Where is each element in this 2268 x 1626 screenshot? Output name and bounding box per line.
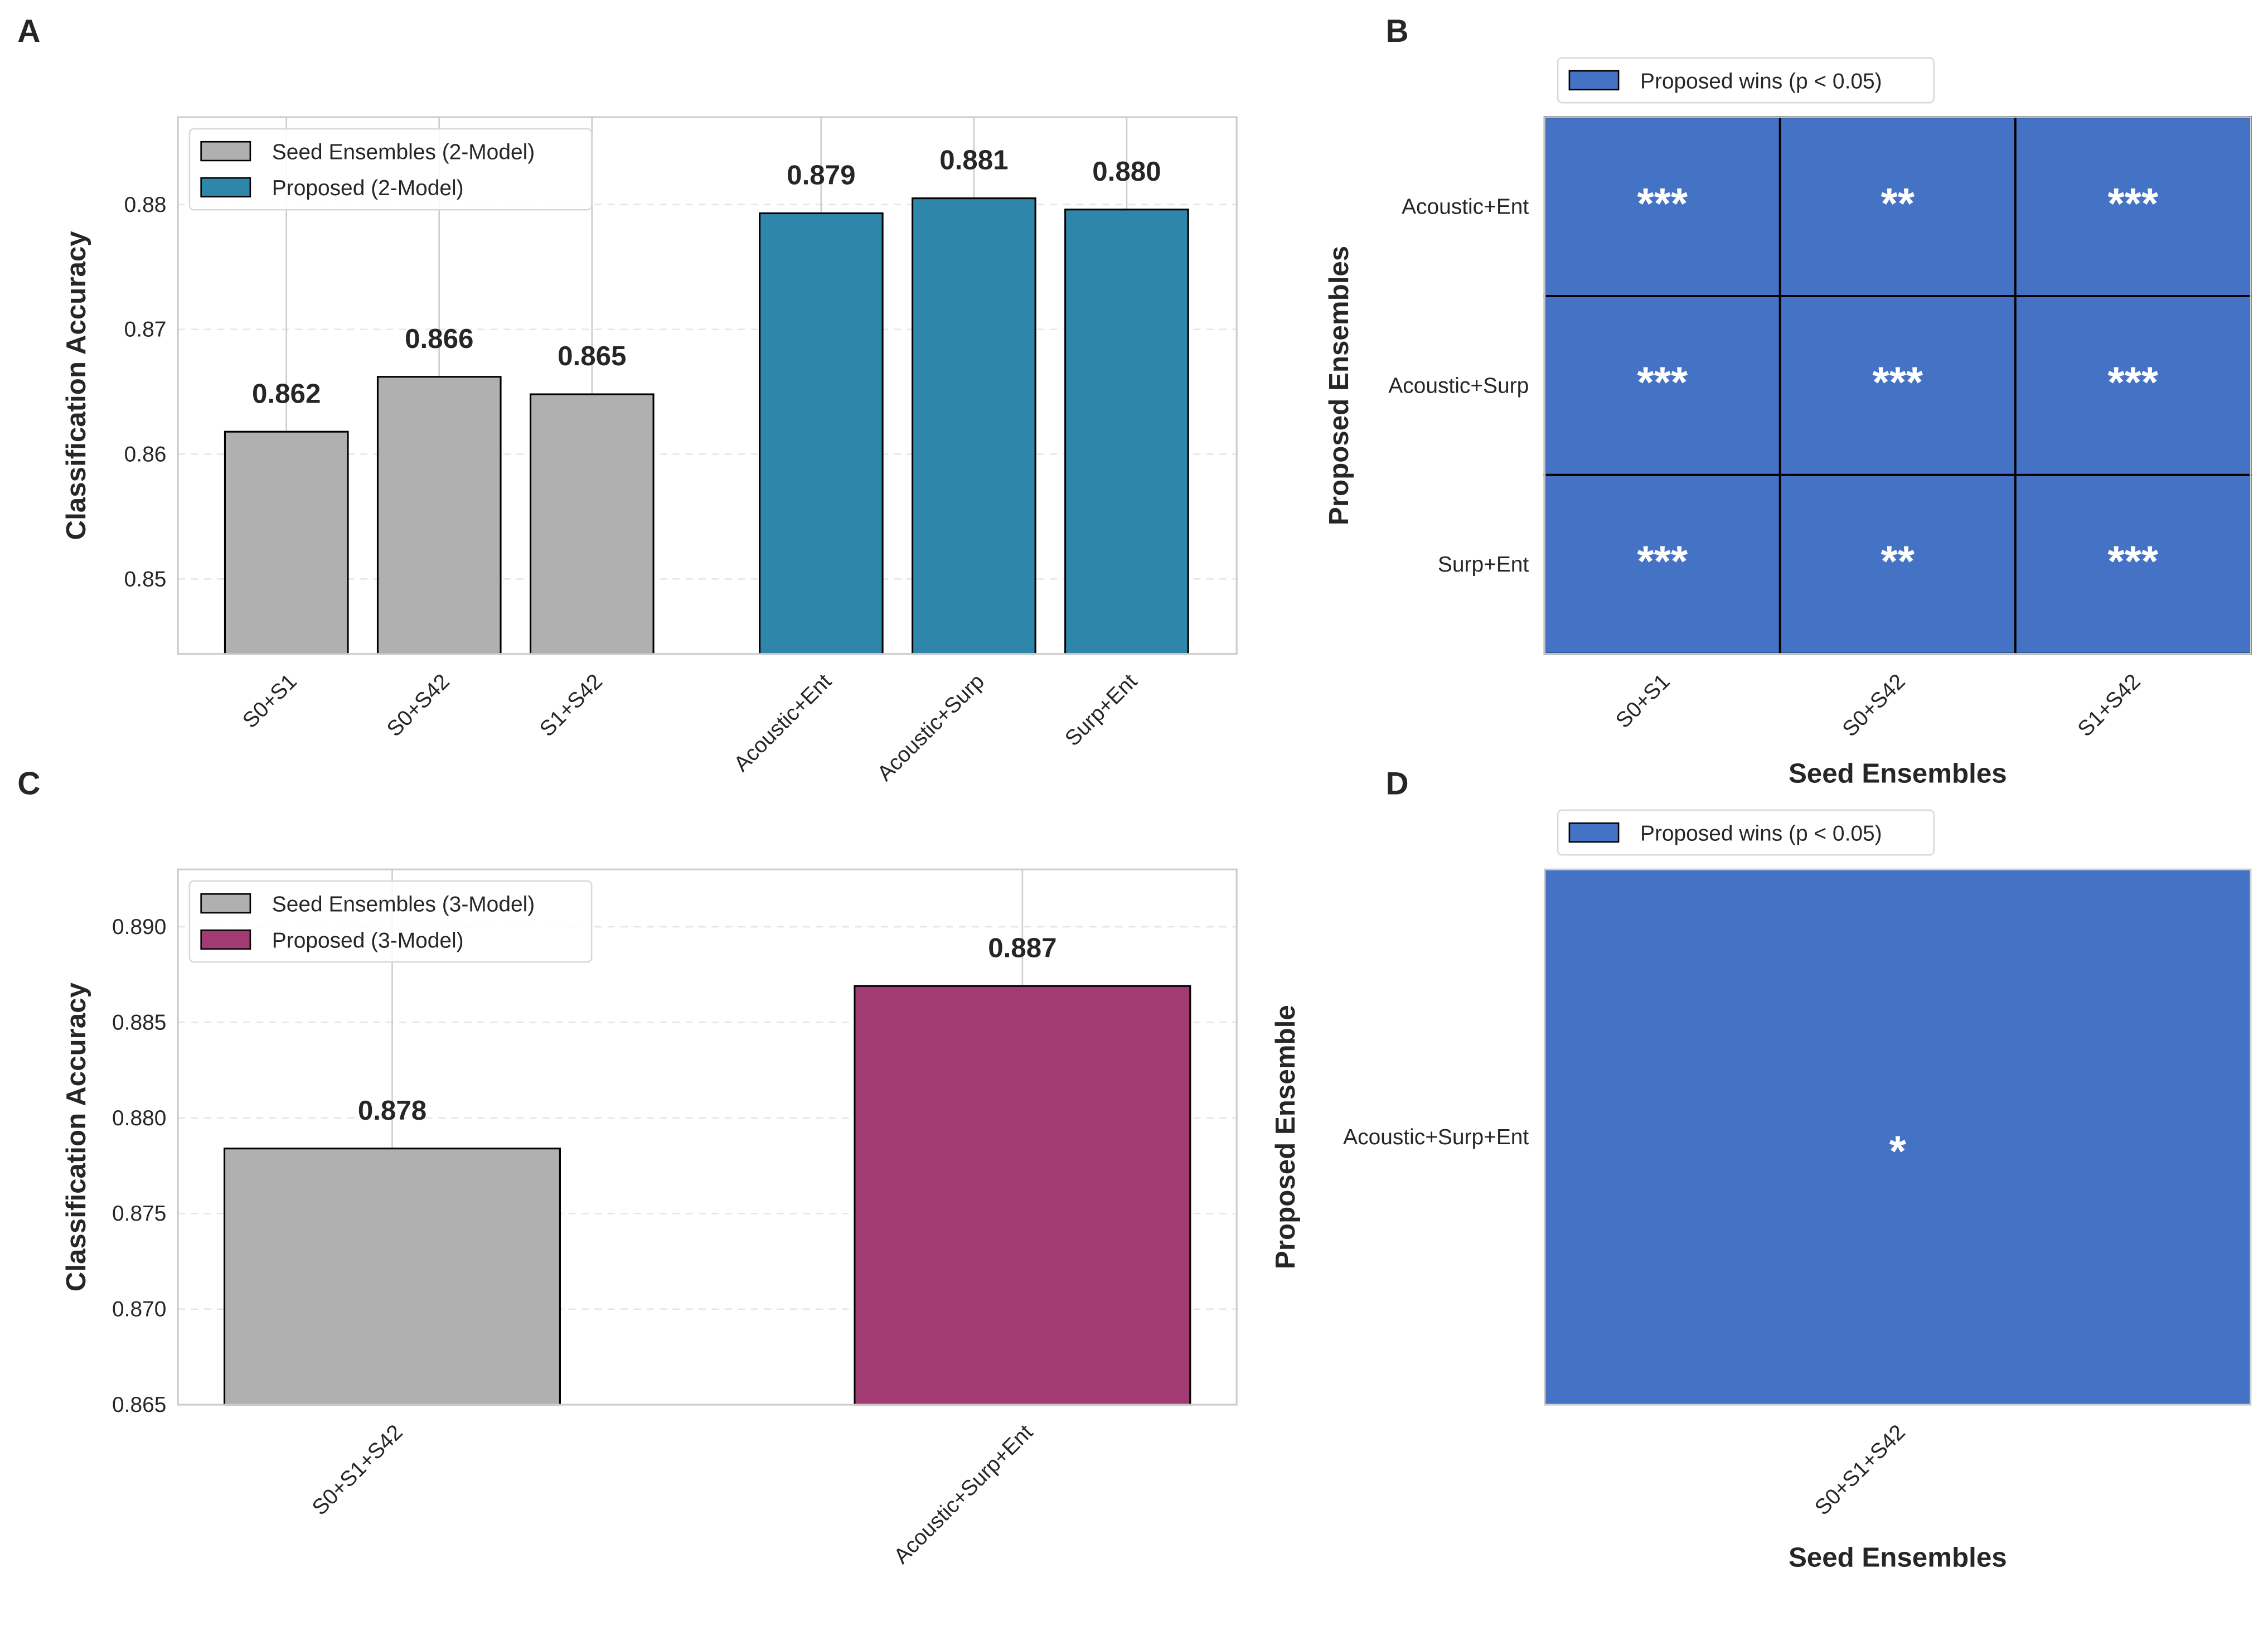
x-axis-label: Seed Ensembles [1789,758,2007,789]
y-tick-label: 0.85 [124,567,167,591]
heatmap-cell [1544,869,2251,1405]
bar-value-label: 0.865 [558,341,626,371]
y-tick-label: 0.870 [112,1298,166,1322]
significance-stars: *** [1637,359,1688,406]
y-tick-label: 0.880 [112,1106,166,1130]
y-axis-label: Proposed Ensembles [1324,246,1354,525]
legend-label: Proposed wins (p < 0.05) [1640,821,1882,845]
legend-box [188,880,593,963]
heatmap-cell [1778,295,2017,476]
legend-box [1557,57,1935,104]
heatmap-cell [1543,473,1781,655]
significance-stars: * [1889,1127,1907,1175]
bar-value-label: 0.881 [939,145,1008,176]
panel-label-c: C [17,766,40,801]
legend-swatch [200,929,251,950]
panel-label-b: B [1385,13,1408,49]
legend-swatch [1568,70,1620,91]
significance-stars: *** [1872,359,1923,406]
y-axis-label: Classification Accuracy [61,231,91,540]
bar-value-label: 0.878 [358,1095,427,1126]
legend: Proposed wins (p < 0.05) [1557,809,1935,856]
legend-label: Proposed (2-Model) [272,176,464,200]
legend-label: Seed Ensembles (2-Model) [272,140,535,164]
y-tick-label: Acoustic+Surp+Ent [1343,1125,1529,1149]
y-tick-label: 0.88 [124,193,167,217]
plot-frame [177,116,1238,655]
bar-value-label: 0.887 [988,932,1057,963]
legend-swatch [200,893,251,914]
bar-s0-s1-s42 [223,1148,561,1406]
y-tick-label: Surp+Ent [1438,553,1529,577]
y-tick-label: Acoustic+Ent [1402,195,1529,219]
bar-s0-s1 [224,430,349,655]
y-tick-label: 0.87 [124,318,167,342]
heatmap-cell [1778,116,2017,297]
panel-a-bar-chart: 0.850.860.870.880.862S0+S10.866S0+S420.8… [61,116,1238,786]
y-tick-label: Acoustic+Surp [1388,374,1529,398]
bar-s1-s42 [529,393,655,655]
plot-frame [1544,116,2252,655]
bar-value-label: 0.880 [1092,156,1161,187]
bar-s0-s42 [376,376,502,655]
bar-acoustic-ent [759,212,884,655]
heatmap-cell [1778,473,2017,655]
significance-stars: *** [2107,180,2159,228]
bar-surp-ent [1064,209,1189,655]
plot-frame [177,868,1238,1406]
y-tick-label: 0.885 [112,1010,166,1034]
panel-label-a: A [17,13,40,49]
x-axis-label: Seed Ensembles [1789,1542,2007,1573]
panel-b-heatmap: *** ** ****** *** ****** ** ***Acoustic+EntAco… [1324,57,2252,789]
y-axis-label: Classification Accuracy [61,982,91,1291]
y-tick-label: 0.86 [124,442,167,466]
significance-stars: *** [2107,359,2159,406]
y-tick-label: 0.890 [112,915,166,939]
legend-label: Proposed (3-Model) [272,928,464,952]
significance-stars: *** [1637,180,1688,228]
y-tick-label: 0.875 [112,1202,166,1226]
bar-acoustic-surp-ent [854,985,1191,1406]
significance-stars: *** [1637,538,1688,585]
legend-box [188,128,593,211]
bar-value-label: 0.866 [405,323,473,354]
legend-swatch [1568,822,1620,843]
heatmap-cell [2014,116,2252,297]
legend-swatch [200,141,251,162]
bar-value-label: 0.862 [252,378,321,409]
legend-label: Seed Ensembles (3-Model) [272,892,535,916]
plot-frame [1544,868,2252,1406]
bar-acoustic-surp [912,197,1036,655]
y-tick-label: 0.865 [112,1393,166,1417]
panel-label-d: D [1385,766,1408,801]
legend-box [1557,809,1935,856]
legend: Proposed wins (p < 0.05) [1557,57,1935,104]
legend-swatch [200,177,251,198]
legend-label: Proposed wins (p < 0.05) [1640,69,1882,93]
significance-stars: ** [1881,538,1915,585]
legend: Seed Ensembles (3-Model) Proposed (3-Mode… [188,880,593,963]
y-axis-label: Proposed Ensemble [1270,1005,1301,1269]
significance-stars: ** [1881,180,1915,228]
legend: Seed Ensembles (2-Model) Proposed (2-Mode… [188,128,593,211]
significance-stars: *** [2107,538,2159,585]
bar-value-label: 0.879 [787,160,855,191]
